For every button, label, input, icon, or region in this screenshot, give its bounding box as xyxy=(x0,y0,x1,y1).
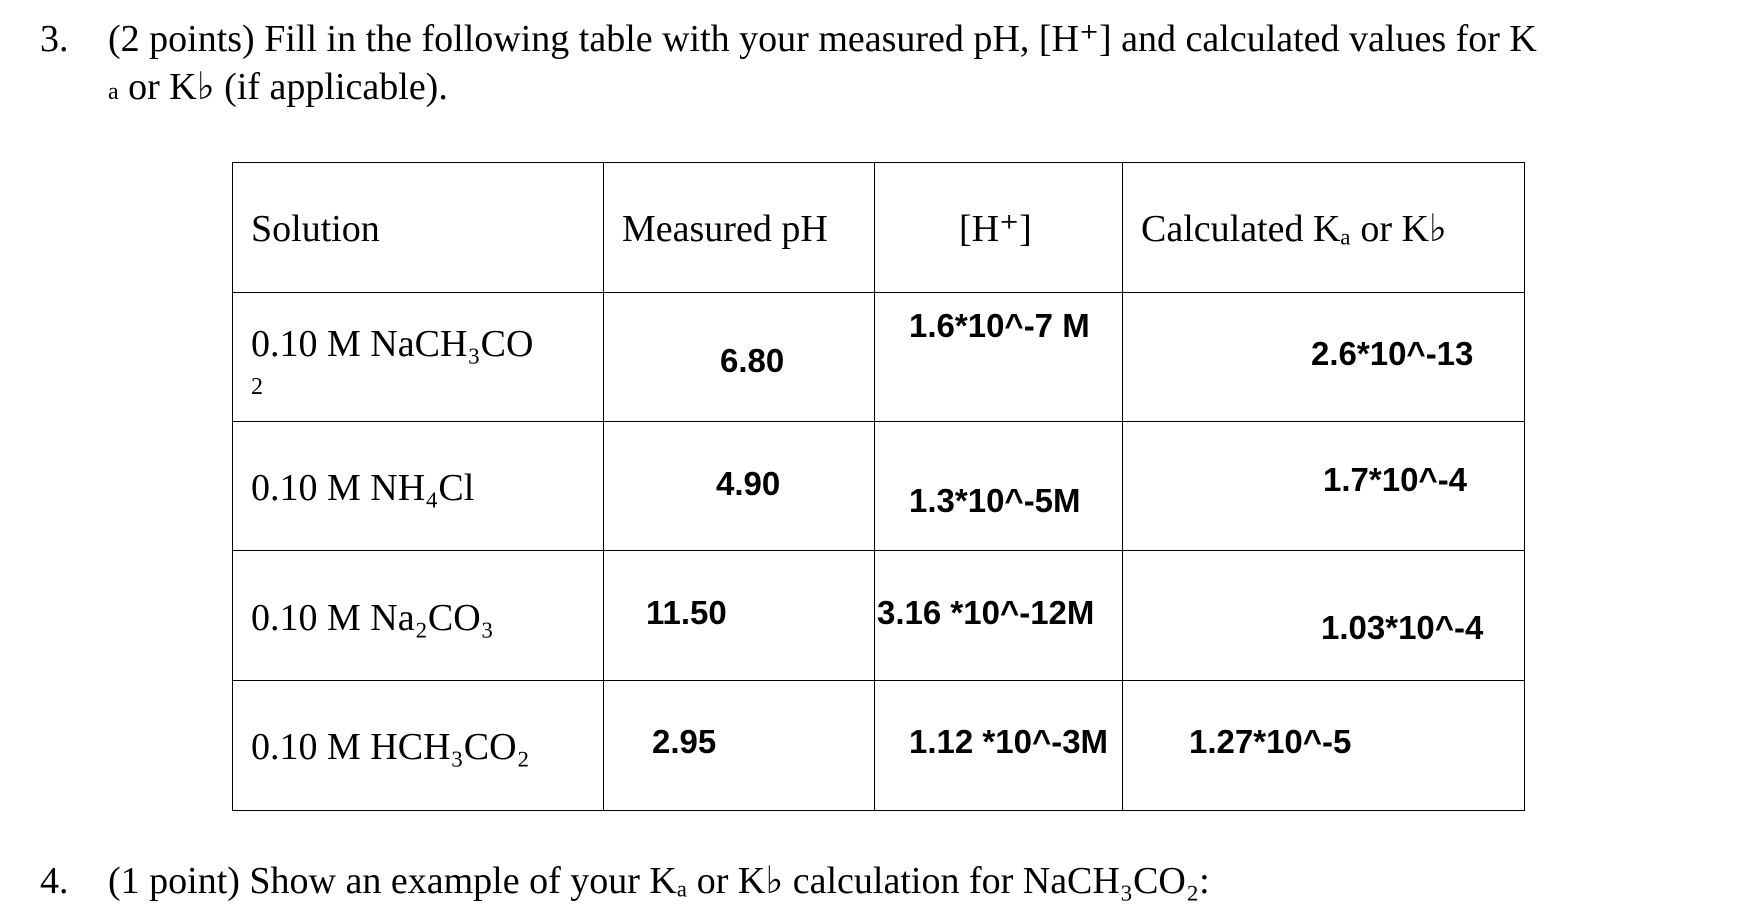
cell-solution: 0.10 M Na₂CO₃ xyxy=(232,550,604,681)
question-3-text: (2 points) Fill in the following table w… xyxy=(108,18,1537,60)
solution-name: 0.10 M NH₄Cl xyxy=(251,467,475,509)
header-solution: Solution xyxy=(251,208,380,250)
header-cell-calculated-k: Calculated Kₐ or K♭ xyxy=(1122,162,1525,293)
cell-ph: 4.90 xyxy=(603,421,875,551)
solution-name-wrap: 2 xyxy=(251,374,263,400)
cell-k: 2.6*10^-13 xyxy=(1122,292,1525,422)
question-3-continuation: or K♭ (if applicable). xyxy=(118,66,448,108)
question-3-line-1: 3. (2 points) Fill in the following table… xyxy=(40,20,1537,58)
cell-k: 1.03*10^-4 xyxy=(1122,550,1525,681)
question-4-text: (1 point) Show an example of your Kₐ or … xyxy=(108,860,1210,902)
cell-h-ion: 1.12 *10^-3M xyxy=(874,680,1123,811)
table-row: 0.10 M NH₄Cl 4.90 1.3*10^-5M 1.7*10^-4 xyxy=(232,421,1525,551)
header-cell-measured-ph: Measured pH xyxy=(603,162,875,293)
cell-k: 1.27*10^-5 xyxy=(1122,680,1525,811)
k-value: 1.27*10^-5 xyxy=(1189,723,1352,760)
cell-solution: 0.10 M HCH₃CO₂ xyxy=(232,680,604,811)
ph-value: 11.50 xyxy=(646,594,727,631)
cell-ph: 6.80 xyxy=(603,292,875,422)
question-3-subscript-a: a xyxy=(108,79,119,105)
cell-h-ion: 1.6*10^-7 M xyxy=(874,292,1123,422)
cell-h-ion: 3.16 *10^-12M xyxy=(874,550,1123,681)
h-ion-value: 3.16 *10^-12M xyxy=(877,594,1095,631)
solution-name: 0.10 M HCH₃CO₂ xyxy=(251,726,530,768)
ph-value: 4.90 xyxy=(716,465,781,502)
question-3-number: 3. xyxy=(40,18,69,60)
table-row: 0.10 M NaCH₃CO 2 6.80 1.6*10^-7 M 2.6*10… xyxy=(232,292,1525,422)
question-4-number: 4. xyxy=(40,860,69,902)
question-3-line-2: a or K♭ (if applicable). xyxy=(108,68,448,106)
table-row: 0.10 M HCH₃CO₂ 2.95 1.12 *10^-3M 1.27*10… xyxy=(232,680,1525,811)
table-header-row: Solution Measured pH [H⁺] Calculated Kₐ … xyxy=(232,162,1525,293)
cell-solution: 0.10 M NaCH₃CO 2 xyxy=(232,292,604,422)
header-cell-solution: Solution xyxy=(232,162,604,293)
table-row: 0.10 M Na₂CO₃ 11.50 3.16 *10^-12M 1.03*1… xyxy=(232,550,1525,681)
h-ion-value: 1.12 *10^-3M xyxy=(909,723,1109,760)
solution-name: 0.10 M Na₂CO₃ xyxy=(251,597,494,639)
cell-ph: 11.50 xyxy=(603,550,875,681)
k-value: 2.6*10^-13 xyxy=(1311,335,1474,372)
k-value: 1.03*10^-4 xyxy=(1321,609,1484,646)
header-calculated-k: Calculated Kₐ or K♭ xyxy=(1141,208,1447,250)
header-cell-h-ion: [H⁺] xyxy=(874,162,1123,293)
k-value: 1.7*10^-4 xyxy=(1323,461,1468,498)
ph-value: 2.95 xyxy=(652,723,717,760)
h-ion-value: 1.3*10^-5M xyxy=(909,482,1081,519)
header-measured-ph: Measured pH xyxy=(622,208,828,250)
ph-value: 6.80 xyxy=(720,342,785,379)
solution-name: 0.10 M NaCH₃CO xyxy=(251,323,534,365)
cell-k: 1.7*10^-4 xyxy=(1122,421,1525,551)
question-4: 4. (1 point) Show an example of your Kₐ o… xyxy=(40,862,1210,900)
header-h-ion: [H⁺] xyxy=(959,208,1032,250)
results-table: Solution Measured pH [H⁺] Calculated Kₐ … xyxy=(232,162,1525,811)
cell-h-ion: 1.3*10^-5M xyxy=(874,421,1123,551)
h-ion-value: 1.6*10^-7 M xyxy=(909,307,1090,344)
cell-ph: 2.95 xyxy=(603,680,875,811)
cell-solution: 0.10 M NH₄Cl xyxy=(232,421,604,551)
